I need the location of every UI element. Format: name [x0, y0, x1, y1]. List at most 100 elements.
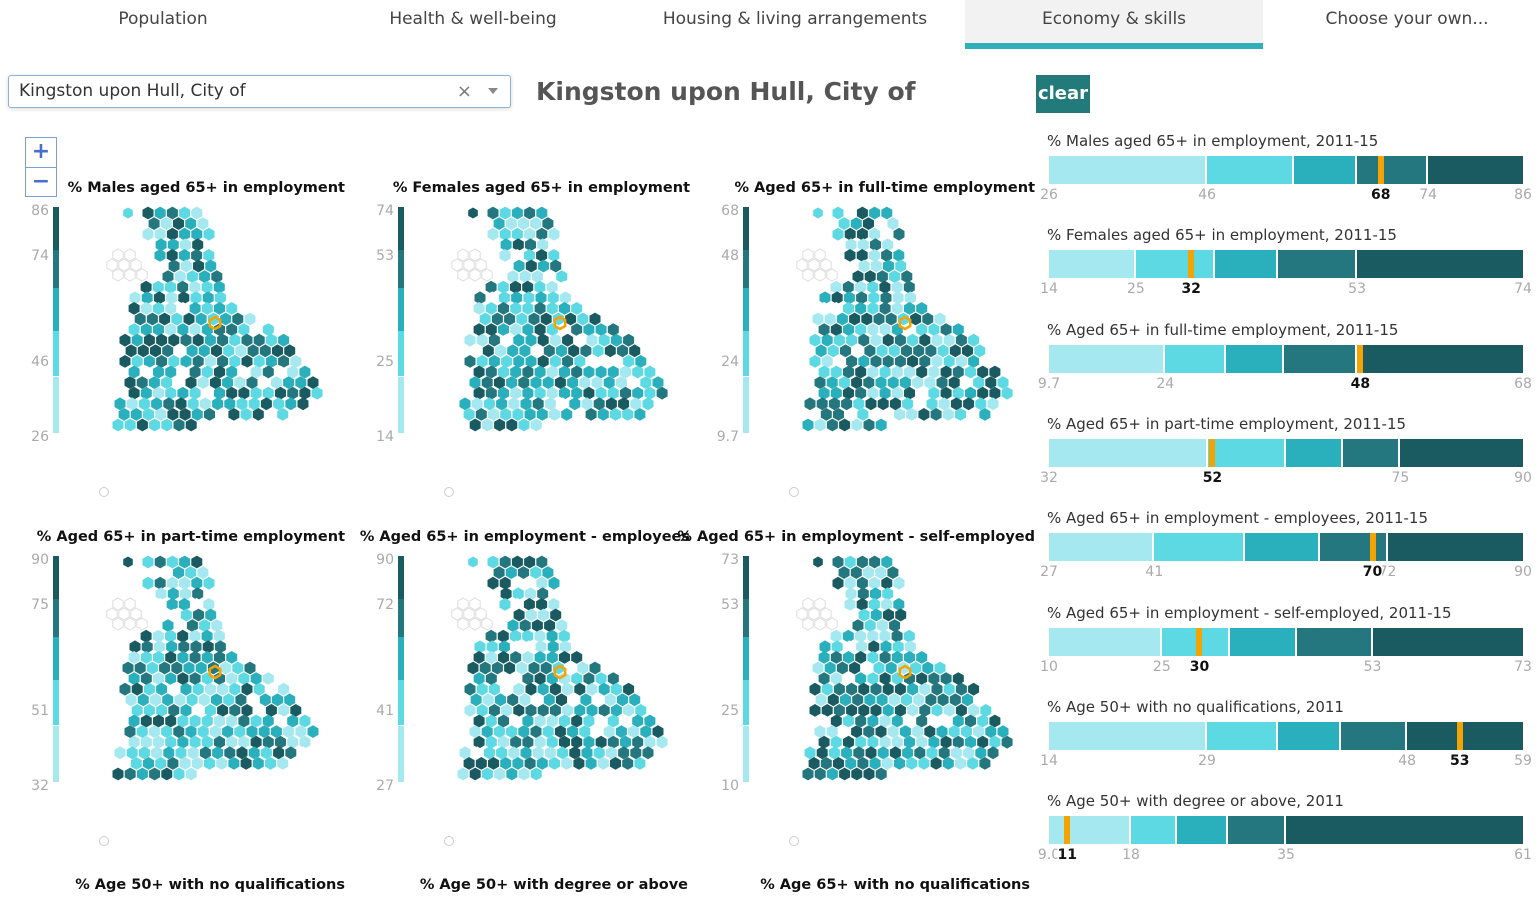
hex-cell[interactable] — [876, 344, 888, 358]
hex-cell[interactable] — [494, 767, 506, 781]
hex-cell[interactable] — [507, 344, 519, 358]
hex-cell[interactable] — [877, 746, 889, 760]
hex-cell[interactable] — [178, 640, 190, 654]
hex-cell[interactable] — [595, 714, 607, 728]
hex-cell[interactable] — [476, 355, 488, 368]
tab-choose-own[interactable]: Choose your own... — [1325, 9, 1489, 29]
hex-cell[interactable] — [295, 725, 307, 738]
hex-cell[interactable] — [173, 566, 184, 579]
hex-cell[interactable] — [186, 344, 198, 358]
hex-cell[interactable] — [217, 704, 229, 717]
hex-cell[interactable] — [122, 312, 134, 326]
hex-cell[interactable] — [287, 386, 299, 400]
hex-cell[interactable] — [481, 376, 493, 389]
hex-cell[interactable] — [262, 672, 274, 685]
bar-track[interactable] — [1049, 816, 1523, 845]
hex-cell[interactable] — [885, 661, 897, 675]
hex-cell[interactable] — [879, 386, 891, 400]
hex-cell[interactable] — [252, 408, 264, 421]
hex-cell[interactable] — [891, 735, 903, 749]
hex-cell[interactable] — [856, 206, 868, 220]
hex-cell[interactable] — [528, 661, 540, 675]
hex-cell[interactable] — [234, 725, 246, 738]
hex-cell[interactable] — [632, 735, 644, 749]
hex-cell[interactable] — [284, 693, 296, 707]
hex-cell[interactable] — [493, 566, 505, 579]
hex-cell[interactable] — [936, 376, 948, 389]
hex-cell[interactable] — [307, 725, 319, 738]
hex-cell[interactable] — [136, 376, 148, 389]
hex-cell[interactable] — [272, 344, 283, 358]
hex-cell[interactable] — [550, 259, 562, 273]
hex-cell[interactable] — [574, 682, 586, 696]
hex-cell[interactable] — [610, 408, 621, 421]
hex-cell[interactable] — [833, 333, 845, 347]
hex-cell[interactable] — [844, 249, 856, 262]
hex-cell[interactable] — [530, 376, 542, 389]
hex-cell[interactable] — [962, 344, 973, 358]
hex-cell[interactable] — [212, 397, 224, 411]
hex-cell[interactable] — [499, 206, 511, 220]
hex-cell[interactable] — [818, 672, 830, 685]
hex-cell[interactable] — [895, 259, 907, 273]
hex-cell[interactable] — [579, 725, 591, 738]
hex-cell[interactable] — [808, 757, 820, 770]
hex-cell[interactable] — [851, 767, 863, 781]
hex-cell[interactable] — [534, 365, 546, 379]
hex-cell[interactable] — [128, 672, 140, 685]
hex-cell[interactable] — [217, 682, 229, 696]
hex-cell[interactable] — [907, 704, 919, 717]
hex-cell[interactable] — [179, 555, 191, 569]
hex-cell[interactable] — [549, 333, 561, 347]
hex-cell[interactable] — [987, 746, 999, 760]
hex-cell[interactable] — [534, 280, 546, 294]
hex-cell[interactable] — [891, 714, 903, 728]
hex-cell[interactable] — [171, 312, 183, 326]
hex-cell[interactable] — [950, 746, 962, 760]
hex-cell[interactable] — [824, 661, 836, 675]
hex-cell[interactable] — [177, 365, 189, 379]
hex-cell[interactable] — [177, 323, 189, 336]
hex-cell[interactable] — [922, 661, 934, 675]
hex-cell[interactable] — [838, 566, 850, 579]
hex-cell[interactable] — [968, 704, 980, 717]
hex-cell[interactable] — [495, 693, 506, 707]
hex-cell[interactable] — [826, 376, 838, 389]
hex-cell[interactable] — [561, 408, 573, 421]
hex-cell[interactable] — [496, 746, 508, 760]
hex-cell[interactable] — [556, 344, 567, 358]
hex-cell[interactable] — [289, 408, 301, 421]
hex-cell[interactable] — [204, 355, 216, 368]
hex-cell[interactable] — [610, 355, 622, 368]
bar-track[interactable] — [1049, 156, 1523, 184]
hex-map[interactable]: % Aged 65+ in employment - self-employed… — [677, 529, 1035, 874]
hex-cell[interactable] — [198, 693, 210, 707]
hex-cell[interactable] — [485, 629, 497, 643]
hex-cell[interactable] — [510, 714, 522, 728]
hex-cell[interactable] — [870, 608, 882, 622]
hex-cell[interactable] — [997, 376, 1009, 389]
bar-track[interactable] — [1049, 438, 1523, 467]
hex-cell[interactable] — [165, 672, 177, 685]
hex-cell[interactable] — [485, 302, 497, 315]
hex-cell[interactable] — [248, 397, 260, 411]
hex-cell[interactable] — [177, 735, 189, 749]
hex-cell[interactable] — [980, 704, 992, 717]
hex-cell[interactable] — [868, 598, 880, 611]
hex-cell[interactable] — [177, 714, 189, 728]
hex-cell[interactable] — [963, 397, 975, 411]
selected-area-highlight[interactable] — [553, 315, 567, 331]
hex-cell[interactable] — [809, 704, 821, 717]
hex-cell[interactable] — [849, 661, 861, 675]
hex-cell[interactable] — [577, 312, 589, 326]
hex-cell[interactable] — [940, 323, 952, 336]
hex-cell[interactable] — [605, 397, 617, 411]
hex-cell[interactable] — [558, 629, 570, 643]
hex-cell[interactable] — [607, 386, 619, 400]
hex-cell[interactable] — [863, 418, 875, 432]
hex-cell[interactable] — [559, 302, 570, 315]
hex-cell[interactable] — [232, 661, 244, 675]
hex-cell[interactable] — [511, 206, 523, 220]
hex-cell[interactable] — [546, 280, 558, 294]
hex-cell[interactable] — [973, 725, 985, 738]
